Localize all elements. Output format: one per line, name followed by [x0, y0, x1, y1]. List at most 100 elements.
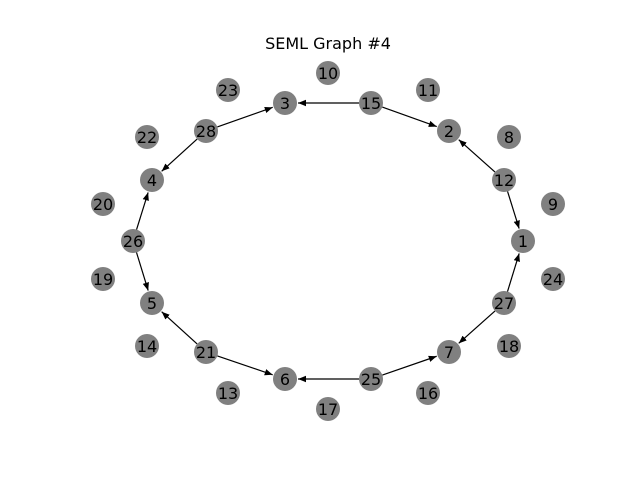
node-circle: [416, 78, 440, 102]
edge-27-to-7: [458, 310, 496, 344]
node-24: 24: [541, 267, 565, 291]
node-label: 6: [280, 370, 290, 389]
node-label: 3: [280, 94, 290, 113]
node-circle: [316, 397, 340, 421]
node-label: 1: [518, 232, 528, 251]
edge-12-to-1: [506, 191, 520, 229]
node-label: 10: [318, 64, 338, 83]
node-label: 27: [494, 294, 514, 313]
node-circle: [194, 119, 218, 143]
node-label: 2: [444, 122, 454, 141]
edge-28-to-4: [161, 138, 198, 172]
graph-title: SEML Graph #4: [265, 34, 391, 53]
edge-12-to-2: [458, 139, 496, 173]
node-9: 9: [541, 192, 565, 216]
node-label: 7: [444, 343, 454, 362]
node-circle: [316, 61, 340, 85]
edge-21-to-5: [161, 311, 198, 345]
node-circle: [497, 125, 521, 149]
node-circle: [359, 91, 383, 115]
node-21: 21: [194, 340, 218, 364]
node-20: 20: [91, 192, 115, 216]
node-12: 12: [492, 168, 516, 192]
node-15: 15: [359, 91, 383, 115]
edge-21-to-6: [217, 355, 273, 376]
node-label: 18: [499, 337, 519, 356]
edges-layer: [135, 99, 520, 383]
node-circle: [140, 168, 164, 192]
node-17: 17: [316, 397, 340, 421]
node-label: 9: [548, 195, 558, 214]
edge-28-to-3: [217, 106, 273, 128]
node-label: 28: [196, 122, 216, 141]
edge-26-to-5: [135, 252, 149, 291]
node-circle: [91, 267, 115, 291]
node-label: 22: [137, 128, 157, 147]
node-13: 13: [216, 381, 240, 405]
edge-26-to-4: [135, 192, 149, 230]
node-circle: [497, 334, 521, 358]
node-circle: [511, 229, 535, 253]
node-18: 18: [497, 334, 521, 358]
node-label: 4: [147, 171, 157, 190]
node-label: 17: [318, 400, 338, 419]
node-10: 10: [316, 61, 340, 85]
node-11: 11: [416, 78, 440, 102]
nodes-layer: 1234567891011121314151617181920212223242…: [91, 61, 565, 421]
node-22: 22: [135, 125, 159, 149]
node-label: 24: [543, 270, 563, 289]
node-label: 19: [93, 270, 113, 289]
node-circle: [273, 367, 297, 391]
node-label: 21: [196, 343, 216, 362]
node-25: 25: [359, 367, 383, 391]
node-3: 3: [273, 91, 297, 115]
node-circle: [135, 125, 159, 149]
node-circle: [416, 381, 440, 405]
node-4: 4: [140, 168, 164, 192]
node-28: 28: [194, 119, 218, 143]
node-label: 11: [418, 81, 438, 100]
node-14: 14: [135, 334, 159, 358]
node-label: 14: [137, 337, 157, 356]
node-circle: [194, 340, 218, 364]
node-16: 16: [416, 381, 440, 405]
node-circle: [541, 267, 565, 291]
node-label: 12: [494, 171, 514, 190]
node-label: 8: [504, 128, 514, 147]
node-2: 2: [437, 119, 461, 143]
node-27: 27: [492, 291, 516, 315]
node-7: 7: [437, 340, 461, 364]
node-circle: [437, 340, 461, 364]
node-5: 5: [140, 291, 164, 315]
node-1: 1: [511, 229, 535, 253]
node-label: 13: [218, 384, 238, 403]
edge-15-to-2: [382, 106, 437, 128]
node-circle: [216, 381, 240, 405]
node-circle: [359, 367, 383, 391]
node-6: 6: [273, 367, 297, 391]
node-circle: [492, 168, 516, 192]
node-label: 20: [93, 195, 113, 214]
node-circle: [273, 91, 297, 115]
node-circle: [541, 192, 565, 216]
node-8: 8: [497, 125, 521, 149]
node-label: 5: [147, 294, 157, 313]
node-circle: [135, 334, 159, 358]
edge-25-to-7: [382, 355, 437, 376]
node-label: 25: [361, 370, 381, 389]
node-circle: [437, 119, 461, 143]
node-label: 26: [123, 232, 143, 251]
node-label: 16: [418, 384, 438, 403]
node-19: 19: [91, 267, 115, 291]
edge-27-to-1: [506, 253, 520, 292]
node-label: 15: [361, 94, 381, 113]
node-circle: [121, 229, 145, 253]
node-label: 23: [218, 81, 238, 100]
node-26: 26: [121, 229, 145, 253]
node-23: 23: [216, 78, 240, 102]
node-circle: [91, 192, 115, 216]
node-circle: [140, 291, 164, 315]
node-circle: [492, 291, 516, 315]
node-circle: [216, 78, 240, 102]
